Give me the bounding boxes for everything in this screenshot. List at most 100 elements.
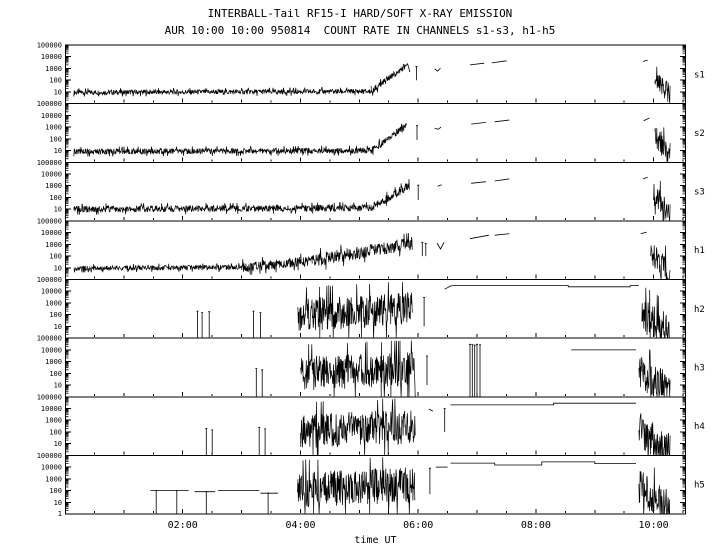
series-spike-segment: [201, 312, 204, 339]
y-tick-label: 1000: [45, 475, 62, 483]
series-line-segment: [491, 60, 507, 64]
series-spike-segment: [155, 490, 158, 514]
panel-h4: 100000 10000 1000 100 10 h4: [37, 393, 705, 456]
y-tick-label: 100: [49, 253, 62, 261]
panel-label: h5: [694, 481, 705, 491]
y-tick-label: 100: [49, 311, 62, 319]
panel-h1: 100000 10000 1000 100 10 h1: [37, 217, 705, 281]
y-tick-label: 100000: [37, 335, 62, 343]
y-tick-label: 100000: [37, 393, 62, 401]
series-line-segment: [436, 242, 445, 250]
series-line-segment: [450, 402, 636, 406]
y-tick-label: 10000: [41, 171, 62, 179]
series-noise-segment: [73, 202, 372, 215]
y-tick-label: 10: [54, 88, 62, 96]
y-tick-label: 10000: [41, 405, 62, 413]
series-noise-segment: [650, 245, 671, 280]
series-line-segment: [494, 119, 510, 123]
series-spike-segment: [264, 428, 267, 456]
y-tick-label: 10: [54, 206, 62, 214]
series-spike-segment: [479, 344, 481, 397]
series-spike-segment: [196, 310, 199, 339]
series-spike-segment: [471, 344, 474, 397]
series-spike-segment: [267, 492, 270, 514]
panel-label: s3: [694, 188, 705, 198]
series-line-segment: [494, 178, 510, 182]
panel-border: [65, 161, 686, 222]
chart-title: INTERBALL-Tail RF15-I HARD/SOFT X-RAY EM…: [207, 7, 513, 20]
series-spike-segment: [473, 344, 476, 397]
series-spike-segment: [261, 369, 264, 397]
y-tick-label: 1000: [45, 65, 62, 73]
series-noise-segment: [654, 66, 671, 104]
y-tick-label: 100000: [37, 276, 62, 284]
series-spike-segment: [211, 429, 214, 456]
series-line-segment: [469, 62, 485, 66]
series-spike-segment: [443, 408, 446, 432]
panel-label: s2: [694, 129, 705, 139]
series-noise-segment: [241, 253, 313, 275]
series-line-segment: [428, 408, 434, 412]
y-tick-label: 10000: [41, 346, 62, 354]
series-noise-segment: [73, 145, 372, 157]
series-noise-segment: [73, 263, 242, 273]
series-spike-segment: [255, 368, 258, 397]
series-line-segment: [471, 122, 486, 125]
y-tick-label: 1000: [45, 182, 62, 190]
series-spike-segment: [417, 184, 420, 200]
series-line-segment: [643, 117, 650, 122]
y-tick-label: 100000: [37, 100, 62, 108]
panel-s3: 100000 10000 1000 100 10 s3: [37, 159, 705, 222]
chart-subtitle: AUR 10:00 10:00 950814 COUNT RATE IN CHA…: [164, 24, 556, 37]
series-line-segment: [450, 461, 636, 466]
series-noise-segment: [300, 340, 416, 397]
y-tick-label: 10000: [41, 112, 62, 120]
y-tick-label: 10: [54, 382, 62, 390]
series-noise-segment: [297, 457, 416, 515]
x-tick-label: 08:00: [521, 520, 551, 531]
series-line-segment: [642, 59, 648, 62]
y-tick-label: 10: [54, 147, 62, 155]
series-noise-segment: [654, 127, 671, 163]
panel-s1: 100000 10000 1000 100 10 s1: [37, 42, 705, 105]
panel-label: h1: [694, 246, 705, 256]
panel-h2: 100000 10000 1000 100 10 h2: [37, 276, 705, 339]
series-line-segment: [437, 184, 442, 187]
panel-label: h3: [694, 363, 705, 373]
series-spike-segment: [175, 490, 178, 514]
series-spike-segment: [424, 243, 427, 257]
series-noise-segment: [370, 123, 407, 155]
series-line-segment: [471, 181, 486, 184]
x-tick-label: 06:00: [403, 520, 433, 531]
panel-border: [65, 279, 686, 339]
y-tick-label: 100000: [37, 217, 62, 225]
series-spike-segment: [205, 428, 208, 456]
panel-h3: 100000 10000 1000 100 10 h3: [37, 335, 705, 398]
panel-border: [65, 454, 686, 515]
series-noise-segment: [653, 180, 671, 222]
series-noise-segment: [370, 63, 406, 96]
series-noise-segment: [370, 179, 410, 212]
y-tick-label: 10: [54, 264, 62, 272]
x-axis-title: time UT: [354, 535, 396, 546]
series-spike-segment: [476, 343, 478, 397]
y-tick-label: 100: [49, 428, 62, 436]
series-noise-segment: [311, 233, 413, 270]
series-spike-segment: [208, 311, 211, 339]
y-tick-label: 1000: [45, 124, 62, 132]
series-spike-segment: [421, 241, 424, 257]
y-tick-label: 10000: [41, 53, 62, 61]
y-tick-label: 10000: [41, 229, 62, 237]
panel-label: s1: [694, 70, 705, 80]
series-line-segment: [469, 234, 489, 240]
y-tick-label: 100: [49, 370, 62, 378]
series-noise-segment: [638, 349, 671, 397]
series-spike-segment: [426, 355, 428, 385]
series-spike-segment: [259, 312, 262, 339]
y-tick-label: 1000: [45, 241, 62, 249]
series-noise-segment: [73, 87, 372, 97]
series-spike-segment: [416, 125, 418, 140]
series-line-segment: [640, 231, 647, 235]
y-tick-label: 10: [54, 323, 62, 331]
y-tick-label: 10: [54, 499, 62, 507]
